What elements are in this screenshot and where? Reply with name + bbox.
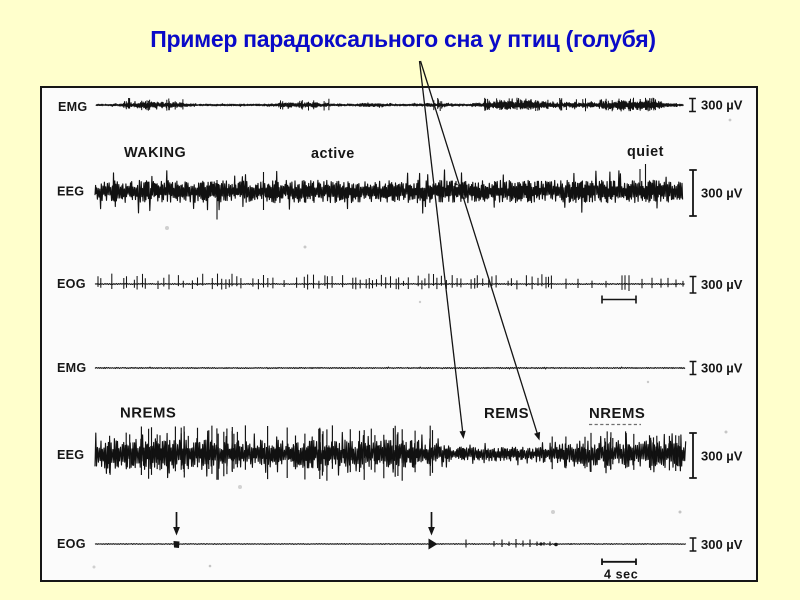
svg-text:EOG: EOG — [57, 277, 86, 291]
svg-text:WAKING: WAKING — [124, 145, 186, 161]
svg-text:4 sec: 4 sec — [604, 568, 638, 582]
svg-text:EOG: EOG — [57, 537, 86, 551]
svg-text:300 µV: 300 µV — [701, 537, 743, 552]
svg-text:quiet: quiet — [627, 144, 664, 160]
svg-text:300 µV: 300 µV — [701, 186, 743, 201]
svg-text:300 µV: 300 µV — [701, 98, 743, 113]
svg-text:300 µV: 300 µV — [701, 361, 743, 376]
svg-text:EEG: EEG — [57, 448, 84, 462]
svg-text:active: active — [311, 146, 355, 162]
svg-text:NREMS: NREMS — [589, 406, 645, 422]
svg-text:EEG: EEG — [57, 185, 84, 199]
svg-text:NREMS: NREMS — [120, 406, 176, 422]
svg-text:REMS: REMS — [484, 406, 529, 422]
svg-text:300 µV: 300 µV — [701, 277, 743, 292]
svg-text:EMG: EMG — [57, 361, 86, 375]
svg-text:EMG: EMG — [58, 100, 87, 114]
svg-text:300 µV: 300 µV — [701, 448, 743, 463]
